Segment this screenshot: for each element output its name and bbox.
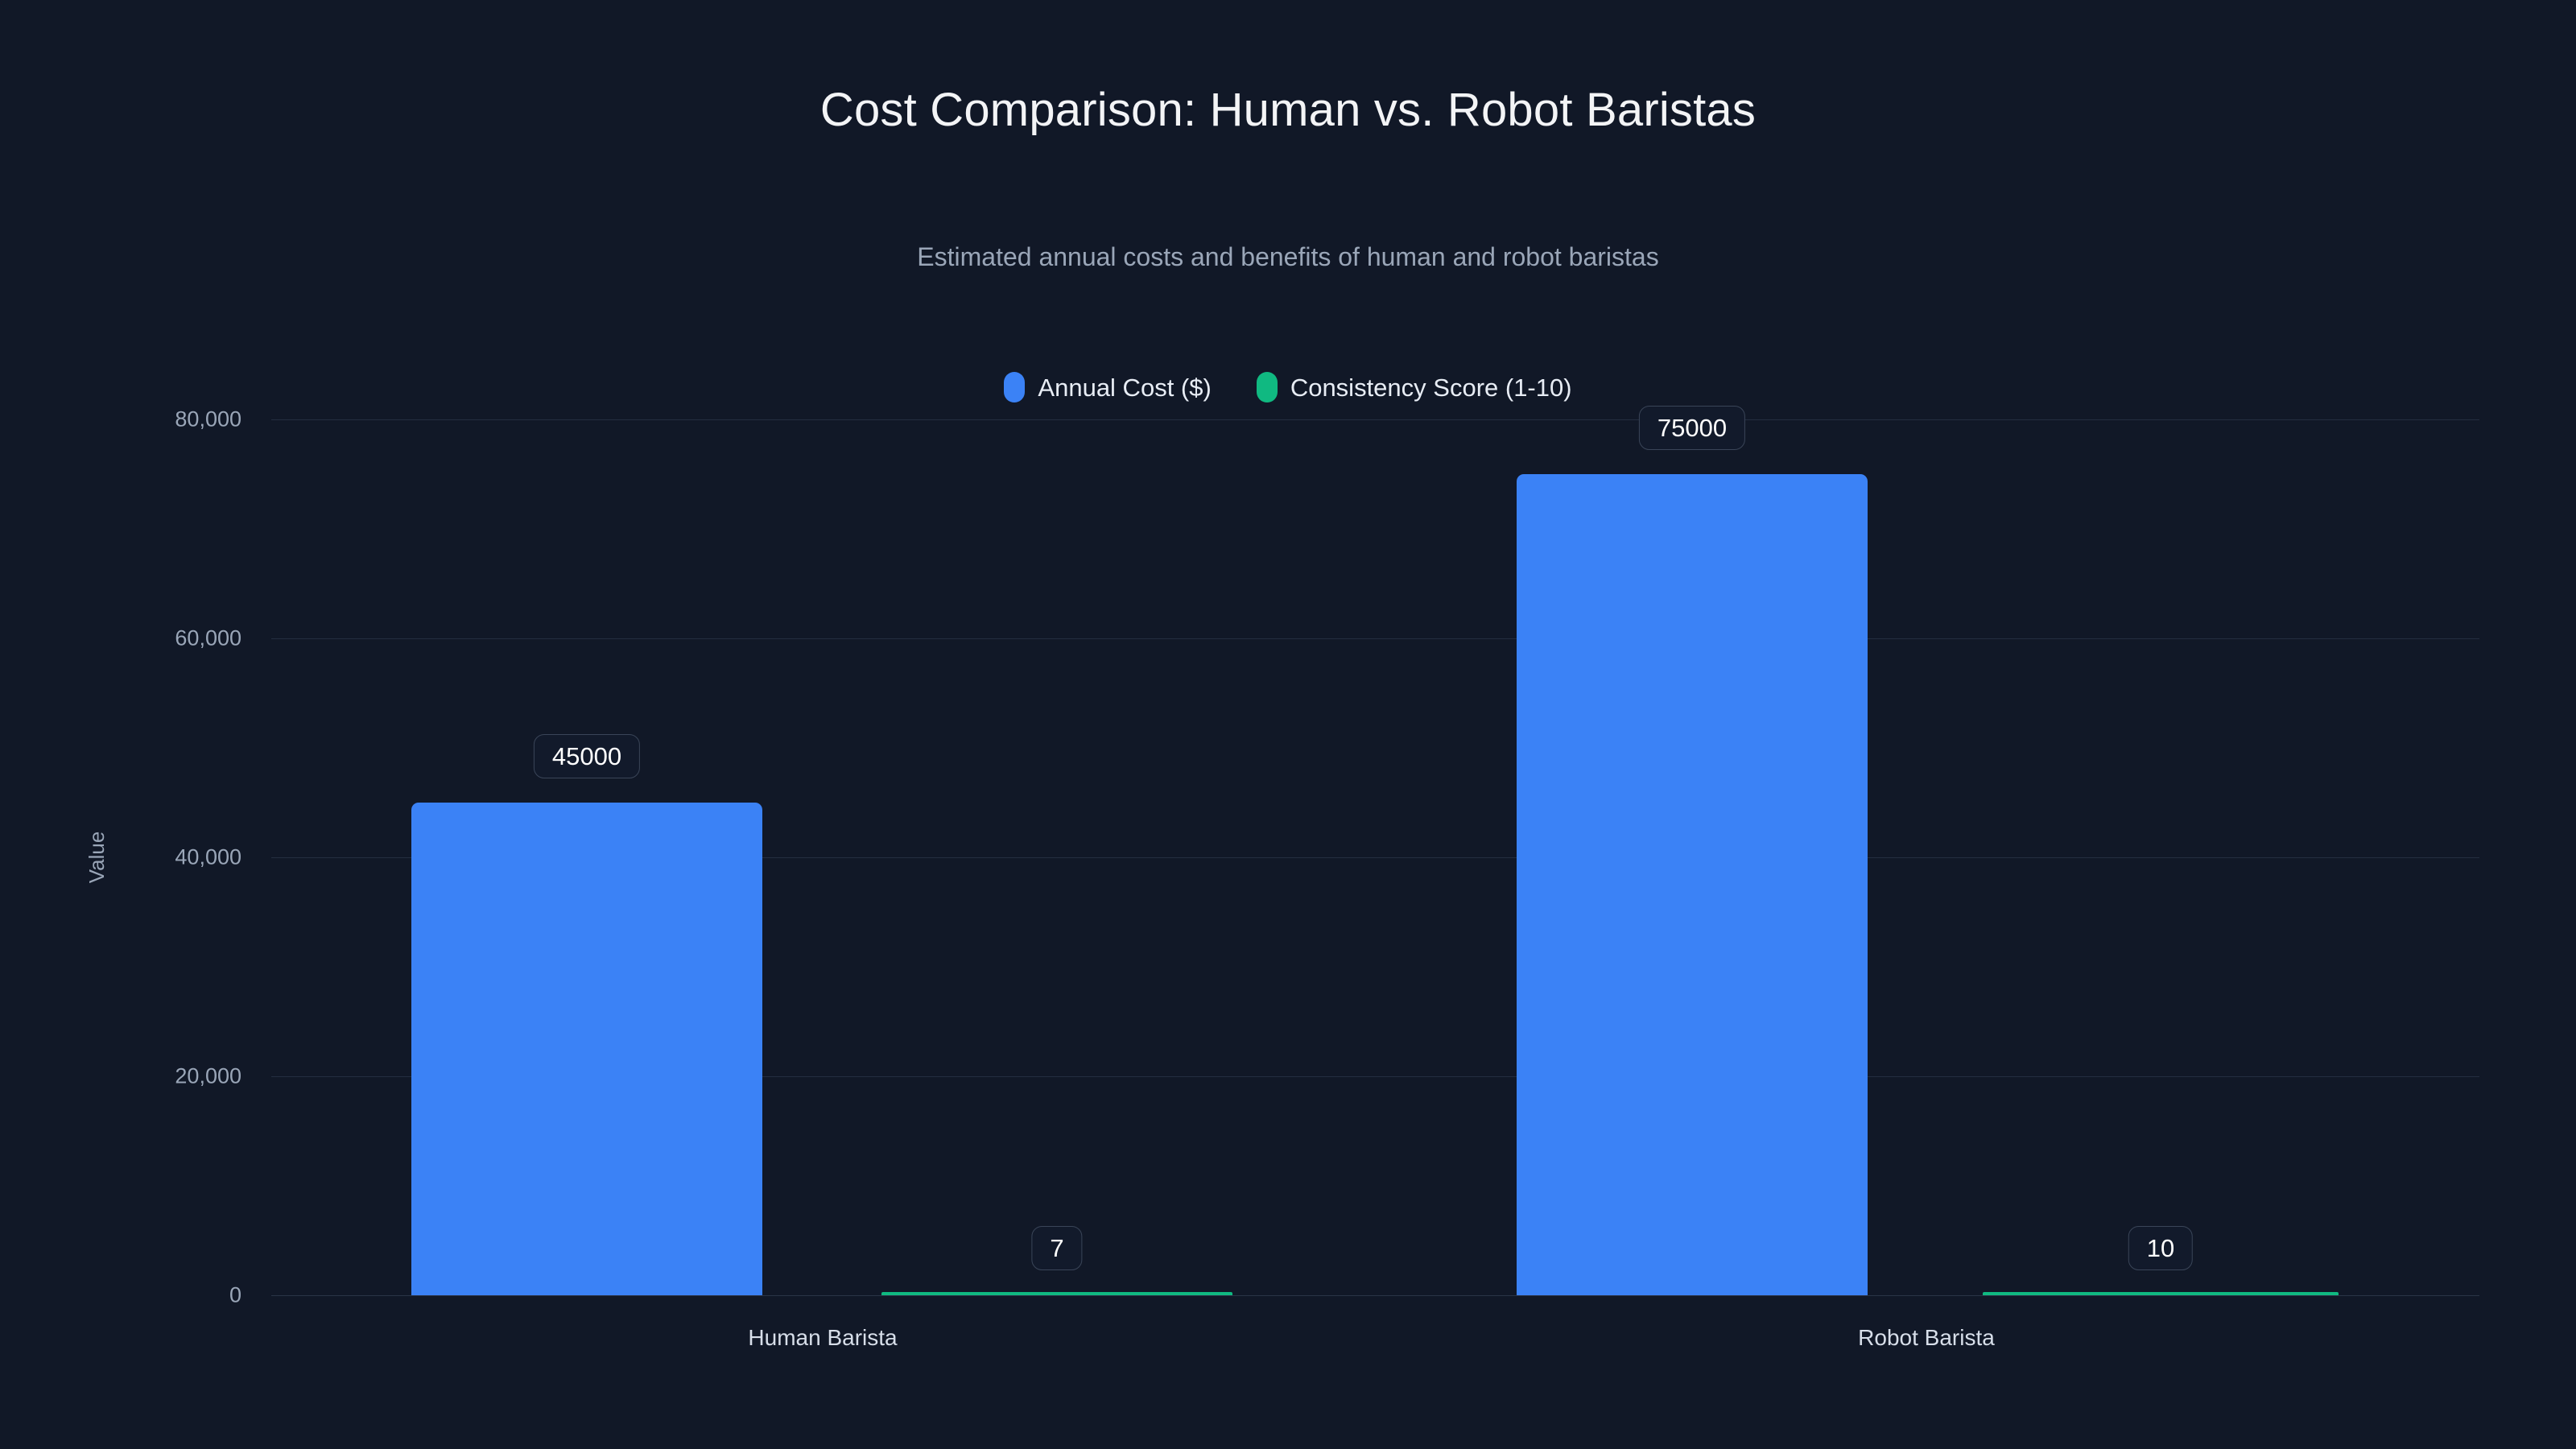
gridline-0-baseline xyxy=(271,1295,2479,1296)
legend-item-consistency-score[interactable]: Consistency Score (1-10) xyxy=(1256,372,1572,402)
chart-subtitle: Estimated annual costs and benefits of h… xyxy=(917,242,1659,271)
y-tick-label-80000: 80,000 xyxy=(175,407,242,431)
legend-swatch-icon-annual-cost xyxy=(1004,372,1026,402)
plot-area xyxy=(271,419,2479,1296)
gridline-40000 xyxy=(271,857,2479,858)
chart-title: Cost Comparison: Human vs. Robot Barista… xyxy=(819,84,1757,136)
y-tick-label-20000: 20,000 xyxy=(175,1063,242,1088)
value-badge-robot-annual-cost: 75000 xyxy=(1638,406,1746,450)
legend-label-consistency-score: Consistency Score (1-10) xyxy=(1290,373,1572,402)
legend-item-annual-cost[interactable]: Annual Cost ($) xyxy=(1004,372,1212,402)
gridline-20000 xyxy=(271,1076,2479,1077)
legend-label-annual-cost: Annual Cost ($) xyxy=(1038,373,1212,402)
legend-swatch-icon-consistency-score xyxy=(1256,372,1278,402)
bar-robot-barista-annual-cost[interactable] xyxy=(1517,474,1868,1295)
value-badge-human-annual-cost: 45000 xyxy=(533,734,641,778)
y-tick-label-40000: 40,000 xyxy=(175,844,242,869)
chart-legend: Annual Cost ($) Consistency Score (1-10) xyxy=(0,372,2576,402)
x-tick-label-human-barista: Human Barista xyxy=(748,1325,898,1350)
bar-human-barista-annual-cost[interactable] xyxy=(411,803,762,1295)
gridline-80000 xyxy=(271,419,2479,420)
bar-robot-barista-consistency-score[interactable] xyxy=(1983,1292,2339,1295)
y-tick-label-0: 0 xyxy=(229,1282,242,1307)
bar-human-barista-consistency-score[interactable] xyxy=(881,1292,1232,1295)
value-badge-human-consistency-score: 7 xyxy=(1031,1226,1083,1270)
y-tick-label-60000: 60,000 xyxy=(175,625,242,650)
value-badge-robot-consistency-score: 10 xyxy=(2128,1226,2194,1270)
x-tick-label-robot-barista: Robot Barista xyxy=(1858,1325,1995,1350)
gridline-60000 xyxy=(271,638,2479,639)
